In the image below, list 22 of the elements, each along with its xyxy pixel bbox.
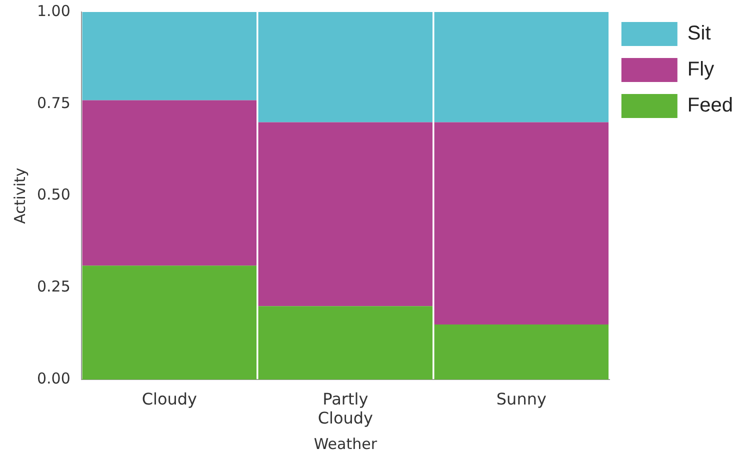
x-tick-label: Sunny [496, 389, 546, 408]
y-tick-label: 0.75 [36, 94, 70, 112]
bar [82, 12, 257, 100]
bar [434, 324, 609, 380]
bar [258, 12, 433, 122]
bar [82, 266, 257, 380]
x-axis-title: Weather [314, 434, 378, 453]
y-axis-title: Activity [10, 168, 29, 224]
legend-label: Feed [687, 94, 734, 117]
bar [82, 100, 257, 266]
x-tick-label: Partly Cloudy [318, 389, 373, 428]
bar [434, 12, 609, 122]
x-tick-label: Cloudy [142, 389, 197, 408]
y-tick-label: 0.00 [36, 369, 70, 388]
y-tick-label: 0.25 [36, 278, 70, 296]
bar [258, 122, 433, 306]
bar [434, 122, 609, 324]
y-tick-label: 1.00 [36, 2, 70, 20]
legend-label: Fly [687, 58, 714, 81]
legend-label: Sit [687, 22, 712, 45]
y-tick-label: 0.50 [36, 186, 70, 204]
bar [258, 306, 433, 380]
